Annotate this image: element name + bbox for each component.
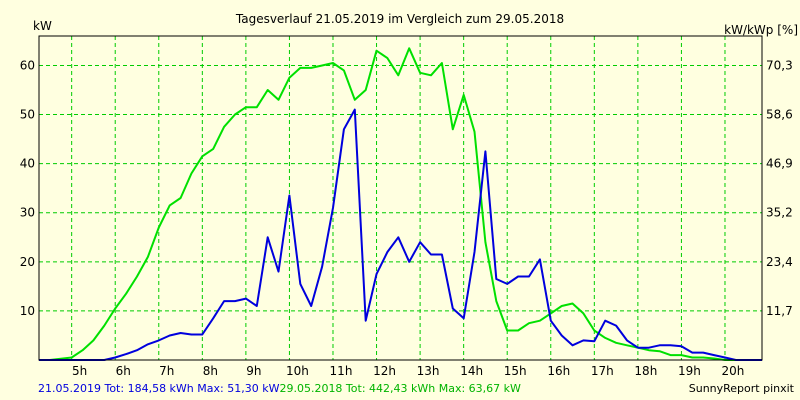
x-tick-label: 9h [246, 364, 261, 378]
x-tick-label: 19h [678, 364, 701, 378]
x-tick-label: 13h [417, 364, 440, 378]
y-tick-label-left: 30 [20, 206, 35, 220]
y-tick-label-right: 35,2 [766, 206, 793, 220]
y-tick-label-right: 58,6 [766, 108, 793, 122]
x-tick-label: 16h [547, 364, 570, 378]
y-tick-label-right: 46,9 [766, 157, 793, 171]
x-tick-label: 7h [159, 364, 174, 378]
chart-title: Tagesverlauf 21.05.2019 im Vergleich zum… [235, 12, 564, 26]
x-tick-label: 20h [722, 364, 745, 378]
footer-series1: 21.05.2019 Tot: 184,58 kWh Max: 51,30 kW [38, 382, 280, 395]
y-tick-label-left: 60 [20, 58, 35, 72]
footer-legend: 21.05.2019 Tot: 184,58 kWh Max: 51,30 kW… [38, 382, 521, 395]
x-tick-label: 12h [373, 364, 396, 378]
x-tick-label: 15h [504, 364, 527, 378]
x-tick-label: 11h [330, 364, 353, 378]
y-tick-label-left: 10 [20, 304, 35, 318]
y-tick-label-right: 70,3 [766, 58, 793, 72]
y-axis-label-left: kW [33, 19, 52, 33]
x-tick-label: 17h [591, 364, 614, 378]
y-tick-label-left: 20 [20, 255, 35, 269]
x-tick-label: 5h [72, 364, 87, 378]
series-line-blue [39, 108, 762, 361]
x-tick-label: 8h [203, 364, 218, 378]
plot-area [38, 35, 763, 361]
footer-series2: 29.05.2018 Tot: 442,43 kWh Max: 63,67 kW [279, 382, 521, 395]
x-tick-label: 10h [286, 364, 309, 378]
plot-frame [38, 35, 763, 361]
x-tick-label: 6h [116, 364, 131, 378]
x-tick-label: 18h [634, 364, 657, 378]
y-tick-label-left: 40 [20, 157, 35, 171]
x-tick-label: 14h [460, 364, 483, 378]
y-tick-label-right: 23,4 [766, 255, 793, 269]
y-tick-label-left: 50 [20, 108, 35, 122]
footer-credit: SunnyReport pinxit [688, 382, 794, 395]
y-tick-label-right: 11,7 [766, 304, 793, 318]
y-axis-label-right: kW/kWp [%] [724, 23, 798, 37]
